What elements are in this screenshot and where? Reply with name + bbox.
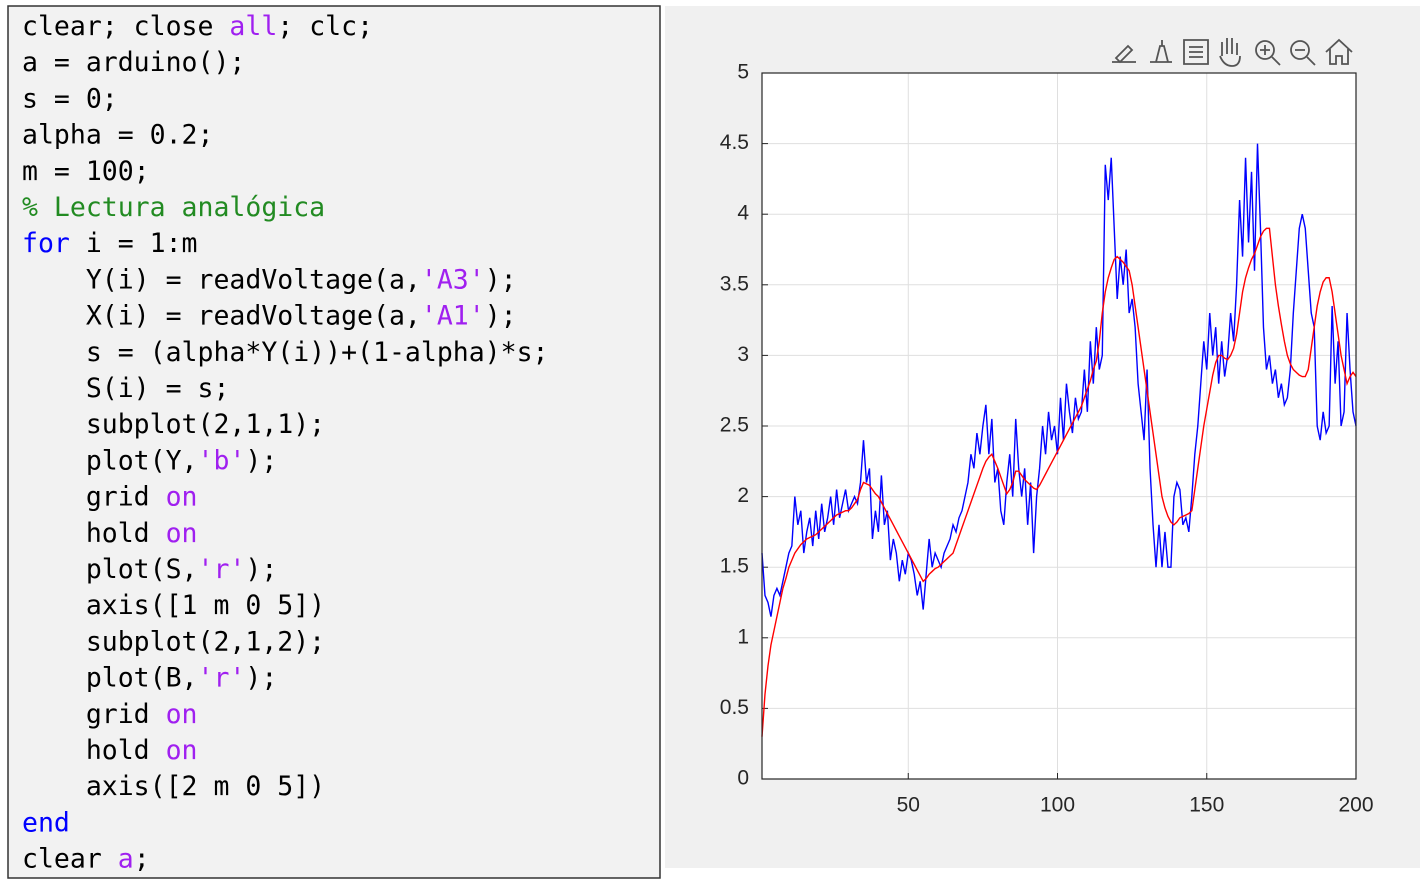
code-token: axis([2 m 0 5]) [22, 771, 325, 802]
data-line [761, 227, 1357, 737]
code-token: s = (alpha*Y(i))+(1-alpha)*s; [22, 336, 549, 367]
code-token: m = 100; [22, 155, 150, 186]
code-token: ); [485, 300, 517, 331]
code-line: % Lectura analógica [22, 192, 325, 223]
code-token: on [166, 517, 198, 548]
code-token: ); [485, 264, 517, 295]
y-tick-label: 4 [737, 202, 749, 225]
code-line: axis([1 m 0 5]) [22, 590, 325, 621]
code-token: 'A3' [421, 264, 485, 295]
y-tick-label: 1 [737, 625, 749, 648]
code-token: for [22, 228, 70, 259]
axes-box [761, 72, 1357, 780]
code-line: S(i) = s; [22, 373, 229, 404]
code-line: a = arduino(); [22, 47, 245, 78]
code-line: Y(i) = readVoltage(a,'A3'); [22, 264, 517, 295]
code-token: 'r' [198, 554, 246, 585]
code-token: hold [22, 735, 166, 766]
code-token: plot(S, [22, 554, 198, 585]
y-tick-label: 4.5 [720, 131, 749, 154]
code-line: s = (alpha*Y(i))+(1-alpha)*s; [22, 336, 549, 367]
toolbar-icon[interactable] [1150, 40, 1172, 63]
code-token: a = arduino(); [22, 47, 245, 78]
code-token: end [22, 807, 70, 838]
code-token: ); [245, 445, 277, 476]
code-line: hold on [22, 735, 198, 766]
code-line: subplot(2,1,1); [22, 409, 325, 440]
y-tick-label: 5 [737, 61, 749, 84]
x-tick-label: 200 [1338, 794, 1373, 817]
toolbar-icon[interactable] [1112, 44, 1136, 64]
code-token: i = 1:m [70, 228, 198, 259]
code-token: plot(B, [22, 662, 198, 693]
code-line: axis([2 m 0 5]) [22, 771, 325, 802]
code-token: plot(Y, [22, 445, 198, 476]
code-line: s = 0; [22, 83, 118, 114]
code-token: 'b' [198, 445, 246, 476]
code-token: s = 0; [22, 83, 118, 114]
code-token: hold [22, 517, 166, 548]
code-line: hold on [22, 517, 198, 548]
code-token: on [166, 735, 198, 766]
code-line: m = 100; [22, 155, 150, 186]
code-panel [7, 5, 661, 879]
y-tick-label: 2 [737, 484, 749, 507]
code-line: X(i) = readVoltage(a,'A1'); [22, 300, 517, 331]
y-tick-label: 0.5 [720, 696, 749, 719]
y-tick-label: 3.5 [720, 272, 749, 295]
code-token: Y(i) = readVoltage(a, [22, 264, 421, 295]
code-token: axis([1 m 0 5]) [22, 590, 325, 621]
code-token: grid [22, 698, 166, 729]
x-tick-label: 50 [897, 794, 920, 817]
code-line: end [22, 807, 70, 838]
code-token: clear [22, 843, 118, 874]
code-token: ); [245, 554, 277, 585]
toolbar-icon[interactable] [1219, 38, 1241, 67]
toolbar-icon[interactable] [1325, 38, 1353, 65]
toolbar-icon[interactable] [1183, 39, 1209, 65]
code-token: ; clc; [277, 11, 373, 42]
code-token: alpha = 0.2; [22, 119, 213, 150]
code-token: all [229, 11, 277, 42]
x-tick-label: 150 [1189, 794, 1224, 817]
code-line: plot(B,'r'); [22, 662, 277, 693]
code-token: % Lectura analógica [22, 192, 325, 223]
axes: 0 0.5 1 1.5 2 2.5 3 3.5 4 4.5 5 50 100 150 200 [720, 61, 1374, 817]
code-token: X(i) = readVoltage(a, [22, 300, 421, 331]
code-line: grid on [22, 481, 198, 512]
y-tick-label: 1.5 [720, 555, 749, 578]
code-token: subplot(2,1,1); [22, 409, 325, 440]
code-token: 'A1' [421, 300, 485, 331]
code-line: clear; close all; clc; [22, 11, 373, 42]
data-line [761, 143, 1357, 617]
code-token: 'r' [198, 662, 246, 693]
code-token: ); [245, 662, 277, 693]
code-token: on [166, 698, 198, 729]
code-token: on [166, 481, 198, 512]
code-token: ; [134, 843, 150, 874]
toolbar-icon[interactable] [1255, 40, 1275, 60]
code-token: clear; close [22, 11, 229, 42]
code-token: grid [22, 481, 166, 512]
y-tick-label: 0 [737, 767, 749, 790]
code-line: plot(S,'r'); [22, 554, 277, 585]
code-token: subplot(2,1,2); [22, 626, 325, 657]
code-line: for i = 1:m [22, 228, 198, 259]
code-token: a [118, 843, 134, 874]
code-line: plot(Y,'b'); [22, 445, 277, 476]
y-tick-label: 2.5 [720, 414, 749, 437]
y-tick-label: 3 [737, 343, 749, 366]
code-line: alpha = 0.2; [22, 119, 213, 150]
code-editor: clear; close all; clc; a = arduino(); s = … [22, 11, 549, 875]
toolbar-icon[interactable] [1290, 40, 1310, 60]
x-tick-label: 100 [1040, 794, 1075, 817]
code-line: clear a; [22, 843, 150, 874]
axes-toolbar [1112, 38, 1353, 67]
code-line: subplot(2,1,2); [22, 626, 325, 657]
code-line: grid on [22, 698, 198, 729]
code-token: S(i) = s; [22, 373, 229, 404]
